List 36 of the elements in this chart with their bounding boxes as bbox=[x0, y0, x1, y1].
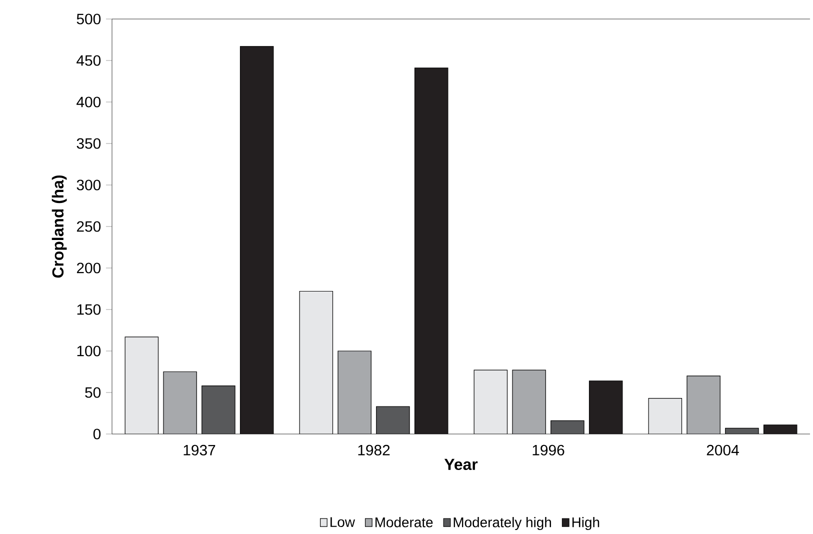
bar bbox=[125, 336, 158, 434]
y-tick-label: 50 bbox=[85, 387, 101, 398]
y-tick-label: 300 bbox=[76, 180, 101, 190]
x-tick-label: 1996 bbox=[532, 444, 564, 456]
bar bbox=[763, 424, 798, 434]
bar bbox=[648, 398, 682, 434]
y-axis-title: Cropland (ha) bbox=[52, 176, 67, 278]
x-tick-label: 1982 bbox=[358, 444, 390, 456]
bar bbox=[512, 370, 546, 434]
y-tick-label: 0 bbox=[93, 428, 101, 440]
bar bbox=[240, 46, 274, 434]
y-tick-label: 250 bbox=[76, 221, 101, 232]
bar bbox=[589, 380, 622, 434]
legend-label: Low bbox=[330, 517, 356, 528]
legend-label: Moderate bbox=[376, 517, 433, 528]
legend-label: High bbox=[572, 517, 600, 530]
y-tick-label: 100 bbox=[77, 346, 101, 356]
y-tick-label: 450 bbox=[76, 55, 101, 66]
y-tick-label: 200 bbox=[76, 262, 101, 274]
legend-label: Moderately high bbox=[454, 517, 551, 530]
bar bbox=[550, 420, 584, 434]
bar bbox=[338, 351, 372, 434]
x-axis-title: Year bbox=[444, 458, 478, 470]
y-tick-label: 500 bbox=[76, 14, 101, 24]
bar bbox=[163, 372, 197, 434]
bar bbox=[376, 406, 410, 434]
x-tick-label: 2004 bbox=[706, 444, 739, 456]
y-tick-label: 350 bbox=[76, 138, 101, 149]
bar bbox=[202, 386, 236, 434]
bar bbox=[414, 68, 448, 434]
y-tick-label: 400 bbox=[76, 96, 101, 108]
x-tick-label: 1937 bbox=[184, 444, 216, 456]
bar bbox=[300, 291, 333, 434]
bar bbox=[686, 376, 720, 434]
bar bbox=[474, 370, 508, 434]
y-tick-label: 150 bbox=[77, 304, 101, 315]
